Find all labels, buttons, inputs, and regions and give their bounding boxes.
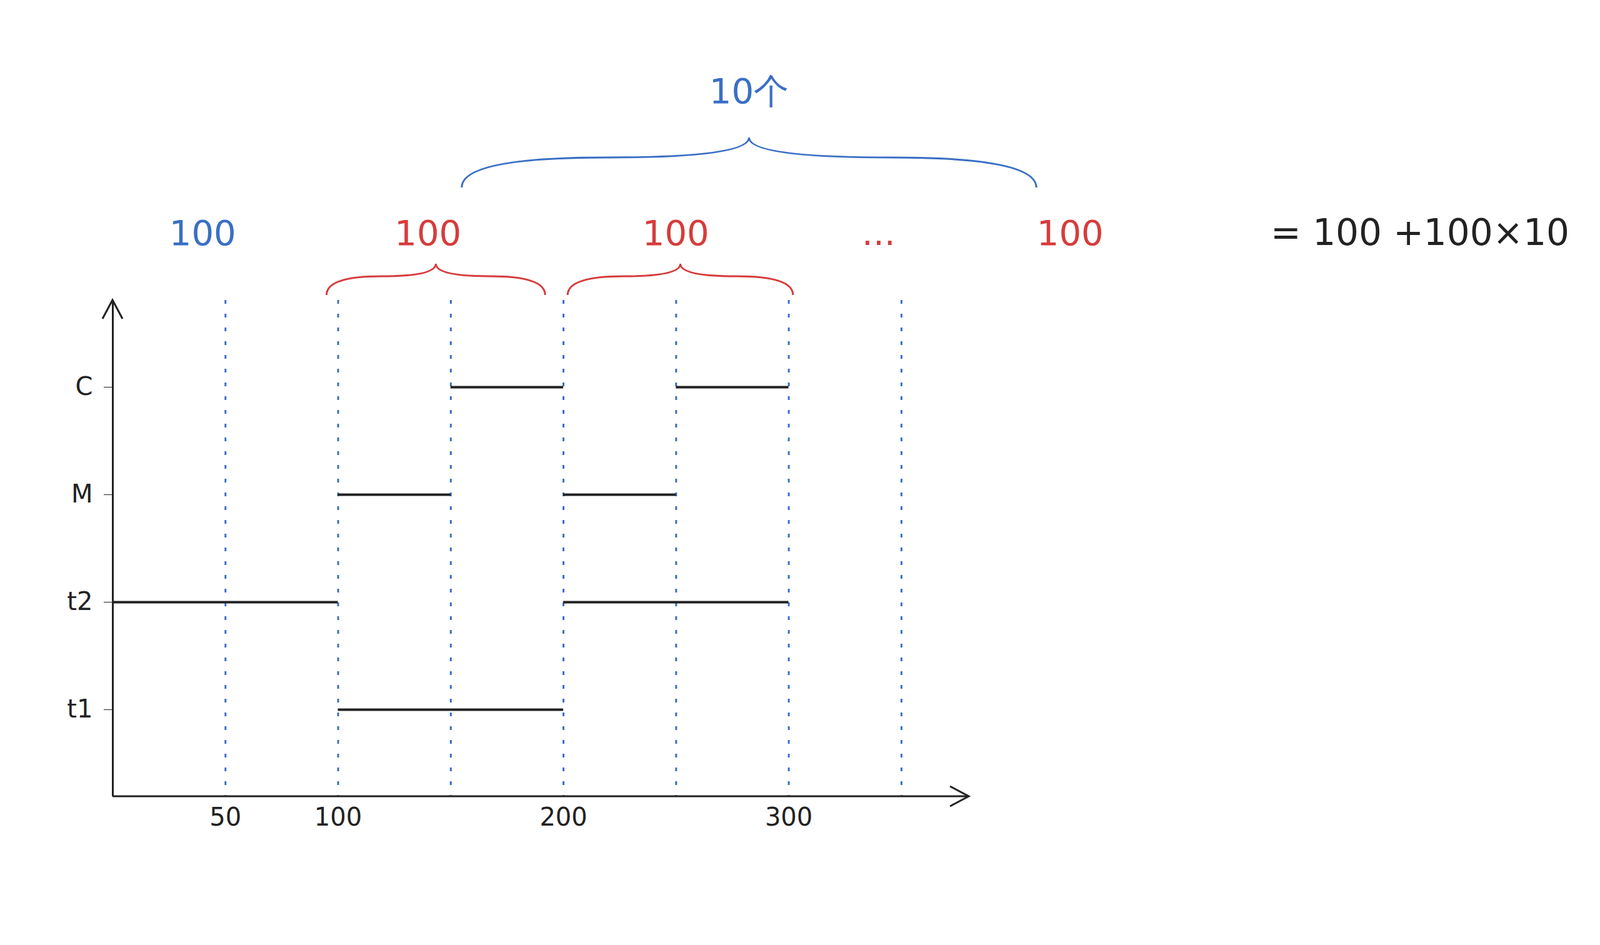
svg-text:M: M	[71, 479, 94, 509]
svg-text:300: 300	[765, 802, 813, 832]
svg-text:100: 100	[394, 212, 462, 254]
svg-text:100: 100	[1036, 212, 1104, 254]
svg-text:t1: t1	[66, 694, 93, 724]
svg-text:...: ...	[861, 212, 895, 254]
svg-text:100: 100	[642, 212, 710, 254]
svg-text:C: C	[75, 371, 94, 401]
svg-text:t2: t2	[66, 586, 93, 616]
svg-text:= 100 +100×10: = 100 +100×10	[1270, 211, 1570, 254]
svg-text:200: 200	[539, 802, 587, 832]
svg-text:100: 100	[169, 212, 237, 254]
svg-text:100: 100	[314, 802, 362, 832]
svg-text:50: 50	[209, 802, 242, 832]
svg-text:10个: 10个	[709, 70, 789, 112]
